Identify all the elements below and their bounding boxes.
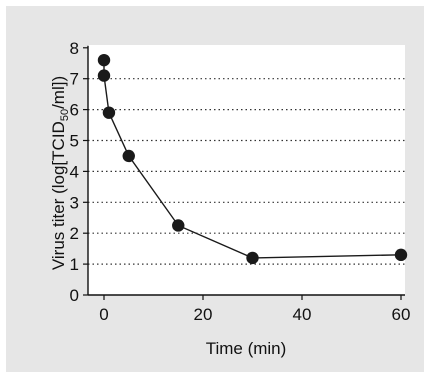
- y-tick-label-7: 7: [70, 70, 79, 89]
- y-tick-label-4: 4: [70, 162, 79, 181]
- y-tick-label-1: 1: [70, 255, 79, 274]
- x-tick-label-0: 0: [99, 305, 108, 324]
- axes: [87, 45, 405, 296]
- x-tick-label-60: 60: [392, 305, 411, 324]
- y-tick-label-8: 8: [70, 39, 79, 58]
- y-tick-label-2: 2: [70, 224, 79, 243]
- data-point-3: [122, 149, 135, 163]
- data-point-6: [394, 248, 408, 262]
- x-axis-label: Time (min): [206, 339, 287, 358]
- x-ticks: 0 20 40 60: [99, 295, 410, 324]
- data-point-2: [102, 106, 116, 119]
- y-tick-label-5: 5: [70, 132, 79, 151]
- plot-area: [88, 45, 405, 295]
- y-tick-label-6: 6: [70, 101, 79, 120]
- x-tick-label-20: 20: [194, 305, 213, 324]
- grid-lines: [88, 78, 405, 265]
- y-ticks: 0 1 2 3 4 5 6 7 8: [70, 39, 88, 305]
- x-tick-label-40: 40: [293, 305, 312, 324]
- data-point-1: [97, 69, 111, 82]
- y-axis-label-tail: /ml]): [49, 76, 68, 109]
- y-tick-label-0: 0: [70, 286, 79, 305]
- y-tick-label-3: 3: [70, 193, 79, 212]
- data-point-0: [97, 53, 111, 67]
- y-axis-label: Virus titer (log[TCID50/ml]): [49, 76, 71, 270]
- y-axis-label-subscript: 50: [59, 109, 71, 121]
- y-axis-label-main: Virus titer (log[TCID: [49, 121, 68, 270]
- data-point-4: [172, 219, 185, 232]
- data-point-5: [246, 251, 259, 265]
- series-group: [97, 53, 408, 265]
